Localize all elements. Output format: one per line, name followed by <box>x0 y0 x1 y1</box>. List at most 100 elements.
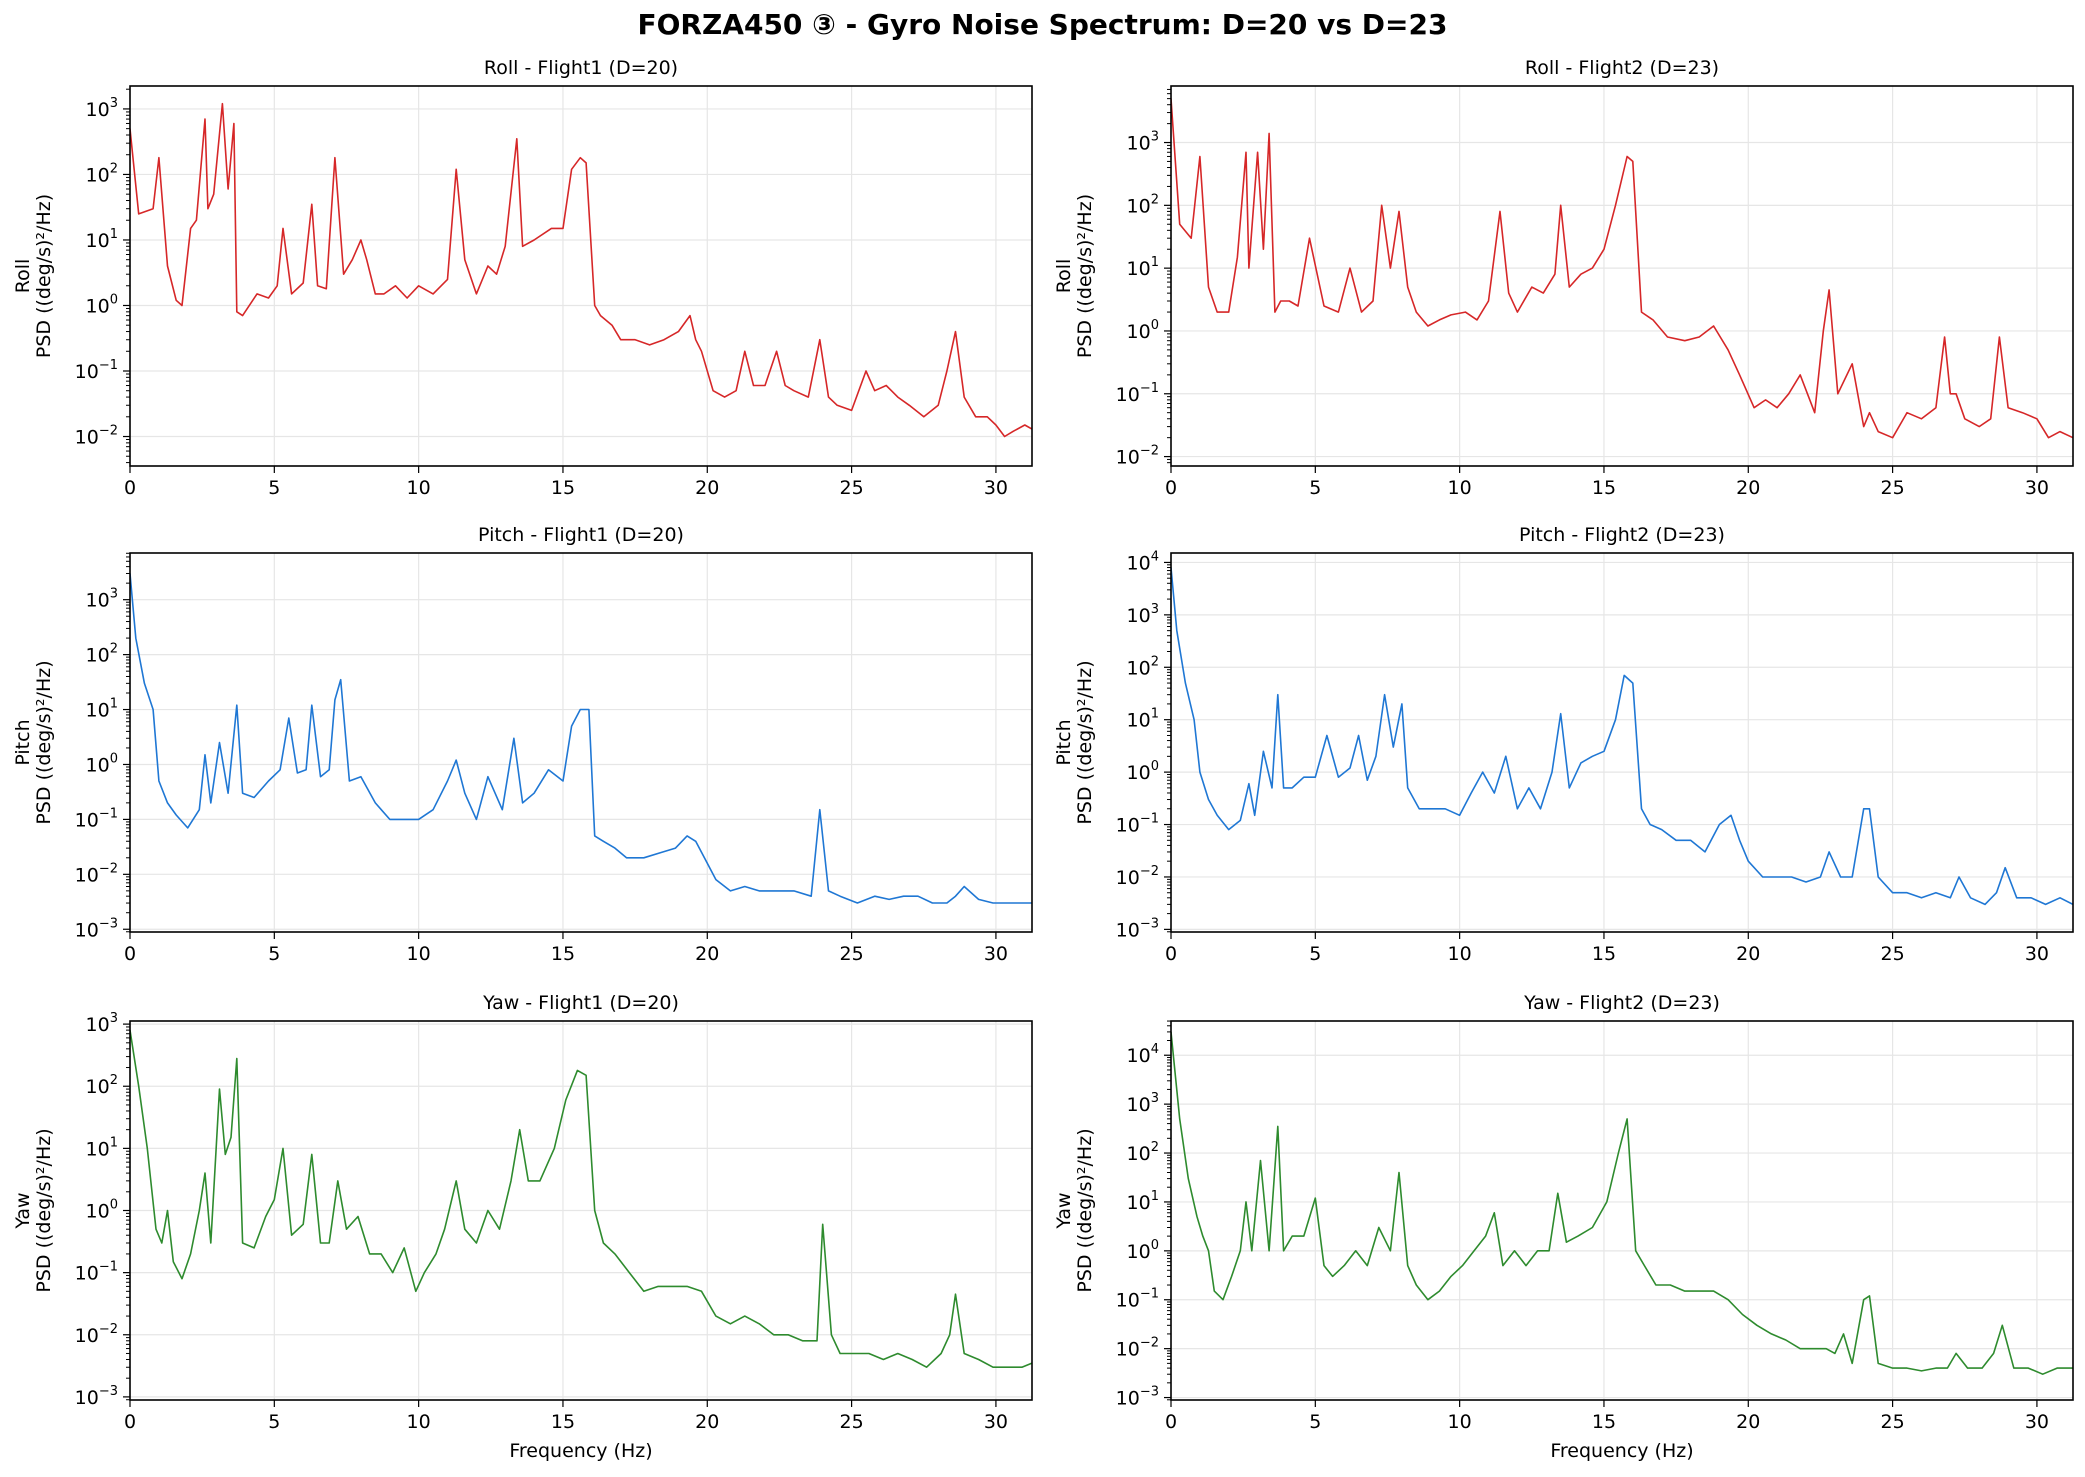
y-tick-label: 100 <box>1127 318 1159 343</box>
y-tick-label: 103 <box>86 96 118 121</box>
x-tick-label: 30 <box>2025 1411 2049 1433</box>
y-tick-label: 100 <box>1127 759 1159 784</box>
panel-roll-flight2: 0 5 10 15 20 25 30 10−2 10−1 100 101 102 103 Roll - F… <box>1053 57 2074 499</box>
x-axis-label: Frequency (Hz) <box>509 1440 652 1462</box>
y-tick-label: 10−3 <box>1116 916 1159 941</box>
panel-pitch-flight2: 0 5 10 15 20 25 30 10−3 10−2 10−1 100 101 102 103 104 P… <box>1053 524 2074 965</box>
panel-roll-flight1: 0 5 10 15 20 25 30 10−2 10−1 100 101 102 103 Roll - F… <box>12 57 1033 499</box>
y-tick-label: 10−2 <box>1116 864 1159 889</box>
y-axis-label-top: Roll <box>1053 259 1075 294</box>
y-tick-label: 101 <box>86 227 118 252</box>
panel-yaw-flight2: 0 5 10 15 20 25 30 10−3 10−2 10−1 100 101 102 103 104 Y… <box>1053 992 2074 1462</box>
x-tick-label: 30 <box>984 477 1008 499</box>
y-tick-label: 103 <box>86 1011 118 1036</box>
y-tick-label: 101 <box>1127 1189 1159 1214</box>
y-tick-label: 103 <box>1127 1091 1159 1116</box>
x-tick-label: 5 <box>1309 1411 1321 1433</box>
y-axis-label-top: Pitch <box>12 719 34 765</box>
figure-title: FORZA450 ③ - Gyro Noise Spectrum: D=20 v… <box>637 8 1448 41</box>
x-tick-label: 10 <box>1448 477 1472 499</box>
panel-title: Yaw - Flight2 (D=23) <box>1523 992 1720 1014</box>
x-tick-label: 25 <box>840 1411 864 1433</box>
y-axis-label-top: Yaw <box>1053 1192 1075 1229</box>
y-tick-label: 102 <box>1127 192 1159 217</box>
y-tick-label: 102 <box>86 161 118 186</box>
y-tick-label: 10−1 <box>75 806 118 831</box>
y-tick-label: 101 <box>86 1135 118 1160</box>
panel-title: Roll - Flight1 (D=20) <box>484 57 678 79</box>
panel-title: Pitch - Flight2 (D=23) <box>1519 524 1725 546</box>
x-tick-label: 0 <box>1165 477 1177 499</box>
y-tick-label: 10−1 <box>75 358 118 383</box>
axes-frame <box>129 552 1033 933</box>
psd-line-roll-flight1 <box>130 102 1032 438</box>
y-axis-label-top: Pitch <box>1053 719 1075 765</box>
y-tick-label: 101 <box>86 697 118 722</box>
y-tick-label: 102 <box>1127 654 1159 679</box>
x-tick-label: 20 <box>1736 1411 1760 1433</box>
x-tick-label: 15 <box>551 943 575 965</box>
x-tick-label: 15 <box>1592 943 1616 965</box>
x-tick-label: 0 <box>124 1411 136 1433</box>
x-tick-label: 15 <box>551 477 575 499</box>
y-tick-label: 10−2 <box>75 424 118 449</box>
y-tick-label: 102 <box>86 642 118 667</box>
y-axis-label: PSD ((deg/s)²/Hz) <box>1074 1128 1096 1292</box>
x-tick-label: 25 <box>1881 477 1905 499</box>
y-tick-label: 100 <box>86 1198 118 1223</box>
y-tick-label: 103 <box>86 587 118 612</box>
x-tick-label: 30 <box>2025 943 2049 965</box>
y-axis-label: PSD ((deg/s)²/Hz) <box>1074 660 1096 824</box>
y-tick-label: 10−2 <box>1116 444 1159 469</box>
panel-title: Roll - Flight2 (D=23) <box>1525 57 1719 79</box>
y-tick-label: 101 <box>1127 255 1159 280</box>
x-tick-label: 0 <box>124 477 136 499</box>
y-tick-label: 103 <box>1127 602 1159 627</box>
x-tick-label: 10 <box>1448 943 1472 965</box>
x-tick-label: 25 <box>1881 1411 1905 1433</box>
y-tick-label: 100 <box>86 292 118 317</box>
y-tick-label: 10−3 <box>75 1384 118 1409</box>
y-tick-label: 10−1 <box>1116 1287 1159 1312</box>
x-tick-label: 20 <box>1736 477 1760 499</box>
x-tick-label: 15 <box>1592 477 1616 499</box>
x-tick-label: 10 <box>407 1411 431 1433</box>
y-tick-label: 10−1 <box>1116 381 1159 406</box>
panel-title: Yaw - Flight1 (D=20) <box>482 992 679 1014</box>
y-tick-label: 103 <box>1127 130 1159 155</box>
y-tick-label: 10−1 <box>1116 812 1159 837</box>
axes-frame <box>129 85 1033 467</box>
psd-line-yaw-flight2 <box>1171 1031 2073 1375</box>
x-tick-label: 30 <box>2025 477 2049 499</box>
y-tick-label: 100 <box>1127 1238 1159 1263</box>
x-tick-label: 25 <box>840 477 864 499</box>
x-tick-label: 5 <box>1309 943 1321 965</box>
y-tick-label: 10−2 <box>75 861 118 886</box>
x-tick-label: 5 <box>268 943 280 965</box>
y-axis-label-top: Yaw <box>12 1192 34 1229</box>
x-tick-label: 25 <box>840 943 864 965</box>
panel-yaw-flight1: 0 5 10 15 20 25 30 10−3 10−2 10−1 100 101 102 103 Yaw … <box>12 992 1033 1462</box>
psd-line-roll-flight2 <box>1171 98 2073 439</box>
y-tick-label: 102 <box>86 1073 118 1098</box>
x-tick-label: 30 <box>984 943 1008 965</box>
axes-frame <box>1170 85 2074 467</box>
x-tick-label: 5 <box>1309 477 1321 499</box>
panel-pitch-flight1: 0 5 10 15 20 25 30 10−3 10−2 10−1 100 101 102 103 Pitc… <box>12 524 1033 965</box>
y-axis-label: PSD ((deg/s)²/Hz) <box>33 194 55 358</box>
x-tick-label: 0 <box>1165 943 1177 965</box>
x-tick-label: 30 <box>984 1411 1008 1433</box>
x-tick-label: 0 <box>124 943 136 965</box>
y-tick-label: 104 <box>1127 549 1159 574</box>
y-tick-label: 10−3 <box>1116 1385 1159 1410</box>
x-tick-label: 20 <box>695 1411 719 1433</box>
y-tick-label: 10−1 <box>75 1260 118 1285</box>
y-tick-label: 10−3 <box>75 916 118 941</box>
y-axis-label: PSD ((deg/s)²/Hz) <box>1074 194 1096 358</box>
y-axis-label: PSD ((deg/s)²/Hz) <box>33 1128 55 1292</box>
x-tick-label: 5 <box>268 477 280 499</box>
panel-title: Pitch - Flight1 (D=20) <box>478 524 684 546</box>
y-tick-label: 101 <box>1127 707 1159 732</box>
y-tick-label: 100 <box>86 751 118 776</box>
